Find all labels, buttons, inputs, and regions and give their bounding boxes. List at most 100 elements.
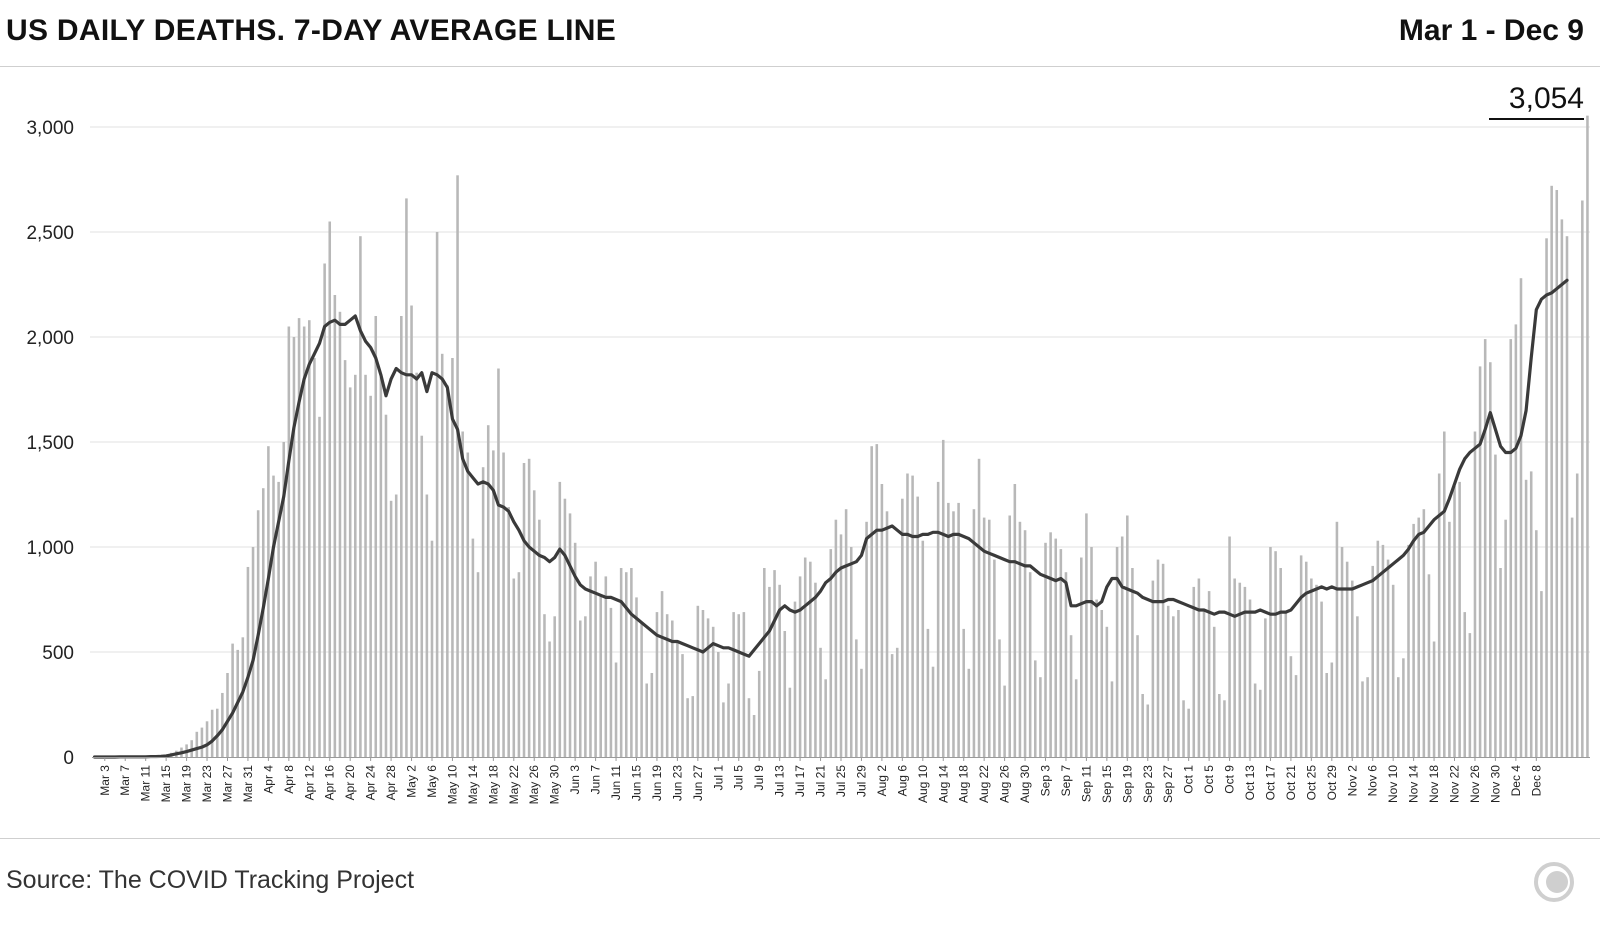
daily-bar bbox=[875, 444, 879, 757]
daily-bar bbox=[809, 561, 812, 757]
daily-bar bbox=[993, 559, 996, 757]
daily-bar bbox=[1468, 633, 1472, 757]
daily-bar bbox=[1223, 700, 1226, 757]
daily-bar bbox=[783, 631, 787, 757]
x-tick-label: Jul 21 bbox=[814, 765, 828, 797]
daily-bar bbox=[1494, 454, 1497, 757]
daily-bar bbox=[1136, 635, 1139, 757]
x-tick-label: May 22 bbox=[507, 765, 521, 805]
daily-bar bbox=[1489, 362, 1492, 757]
daily-bar bbox=[1069, 635, 1073, 757]
x-tick-label: Oct 1 bbox=[1182, 765, 1196, 794]
daily-bar bbox=[916, 496, 919, 757]
x-tick-label: Jun 3 bbox=[568, 765, 582, 795]
daily-bar bbox=[231, 643, 234, 757]
daily-bar bbox=[532, 490, 536, 757]
daily-bar bbox=[405, 198, 408, 757]
daily-bar bbox=[1253, 683, 1257, 757]
daily-bar bbox=[543, 614, 546, 757]
x-tick-label: May 6 bbox=[425, 765, 439, 798]
daily-bar bbox=[456, 175, 459, 758]
daily-bar bbox=[1560, 219, 1564, 757]
daily-bar bbox=[962, 628, 965, 757]
daily-bar bbox=[921, 540, 925, 757]
daily-bar bbox=[1575, 473, 1579, 757]
daily-bar bbox=[435, 232, 439, 757]
daily-bar bbox=[251, 547, 255, 757]
daily-bar bbox=[1284, 612, 1288, 757]
daily-bar bbox=[195, 731, 199, 757]
daily-bar bbox=[1028, 572, 1032, 757]
daily-bar bbox=[1294, 675, 1298, 757]
daily-bar bbox=[1524, 479, 1528, 757]
x-tick-label: May 30 bbox=[548, 765, 562, 805]
daily-bar bbox=[686, 698, 689, 757]
daily-bar bbox=[563, 498, 567, 757]
daily-bar bbox=[1289, 656, 1293, 757]
daily-bar bbox=[461, 431, 464, 757]
daily-bar bbox=[1105, 626, 1109, 757]
daily-bar bbox=[1320, 601, 1323, 757]
daily-bar bbox=[446, 385, 449, 757]
daily-bar bbox=[425, 494, 429, 757]
daily-bar bbox=[1161, 563, 1165, 757]
x-tick-label: May 10 bbox=[445, 765, 459, 805]
daily-bar bbox=[1192, 586, 1196, 757]
daily-bar bbox=[497, 368, 500, 757]
x-tick-label: Dec 4 bbox=[1509, 765, 1523, 797]
x-tick-label: Oct 29 bbox=[1325, 765, 1339, 801]
daily-bar bbox=[354, 374, 357, 757]
x-tick-label: Jun 27 bbox=[691, 765, 705, 801]
x-tick-label: Sep 15 bbox=[1100, 765, 1114, 803]
daily-bar bbox=[1023, 530, 1027, 757]
daily-bar bbox=[1243, 586, 1247, 757]
daily-bar bbox=[768, 586, 771, 757]
daily-bar bbox=[205, 721, 209, 757]
covid-tracking-logo-icon bbox=[1534, 862, 1574, 902]
daily-bar bbox=[1535, 530, 1538, 757]
daily-bar bbox=[1519, 278, 1523, 757]
x-tick-label: Sep 19 bbox=[1120, 765, 1134, 803]
daily-bar bbox=[1274, 551, 1277, 757]
peak-annotation: 3,054 bbox=[1489, 82, 1584, 120]
daily-bar bbox=[1064, 572, 1068, 757]
daily-bar bbox=[584, 616, 587, 757]
daily-bar bbox=[1509, 339, 1513, 757]
daily-bar bbox=[343, 360, 347, 757]
x-tick-label: Aug 6 bbox=[895, 765, 909, 797]
date-range: Mar 1 - Dec 9 bbox=[1398, 14, 1584, 47]
daily-bar bbox=[890, 654, 894, 757]
daily-bar bbox=[379, 376, 383, 757]
daily-bar bbox=[803, 557, 807, 757]
daily-bar bbox=[394, 494, 398, 757]
daily-bar bbox=[573, 542, 577, 757]
daily-bar bbox=[895, 647, 899, 757]
y-tick-label: 0 bbox=[63, 748, 74, 769]
daily-bar bbox=[1350, 580, 1354, 757]
source-note: Source: The COVID Tracking Project bbox=[6, 866, 415, 894]
x-tick-label: Nov 14 bbox=[1407, 765, 1421, 803]
daily-bar bbox=[333, 295, 337, 757]
x-tick-label: Oct 5 bbox=[1202, 765, 1216, 794]
chart-title: US DAILY DEATHS. 7-DAY AVERAGE LINE bbox=[6, 14, 617, 47]
x-tick-label: Aug 26 bbox=[998, 765, 1012, 803]
daily-bar bbox=[1126, 515, 1129, 757]
daily-bar bbox=[870, 446, 873, 757]
x-tick-label: Sep 27 bbox=[1161, 765, 1175, 803]
x-tick-label: Oct 9 bbox=[1223, 765, 1237, 794]
daily-bar bbox=[1085, 513, 1088, 757]
daily-bar bbox=[732, 612, 735, 757]
daily-bar bbox=[972, 509, 976, 757]
x-tick-label: Jun 11 bbox=[609, 765, 623, 800]
daily-bar bbox=[1340, 547, 1344, 757]
daily-bar bbox=[885, 511, 889, 757]
daily-bar bbox=[635, 597, 638, 757]
daily-bar bbox=[313, 358, 316, 757]
daily-bar bbox=[1422, 509, 1426, 757]
daily-bar bbox=[819, 647, 822, 757]
daily-bars bbox=[98, 115, 1589, 758]
daily-bar bbox=[998, 639, 1001, 757]
daily-bar bbox=[860, 668, 863, 757]
daily-bar bbox=[855, 639, 858, 757]
daily-bar bbox=[880, 484, 884, 757]
